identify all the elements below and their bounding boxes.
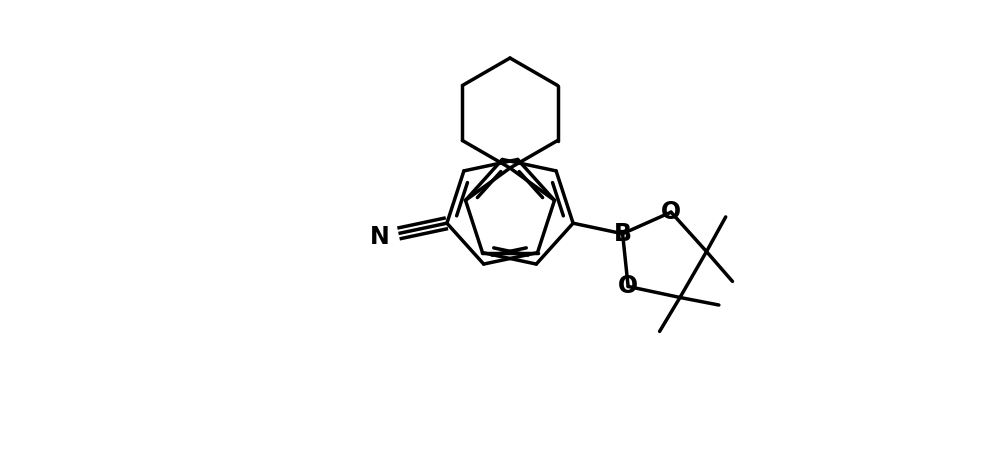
Text: N: N [370, 226, 390, 250]
Text: O: O [661, 200, 681, 224]
Text: O: O [618, 275, 638, 299]
Text: B: B [614, 222, 632, 246]
